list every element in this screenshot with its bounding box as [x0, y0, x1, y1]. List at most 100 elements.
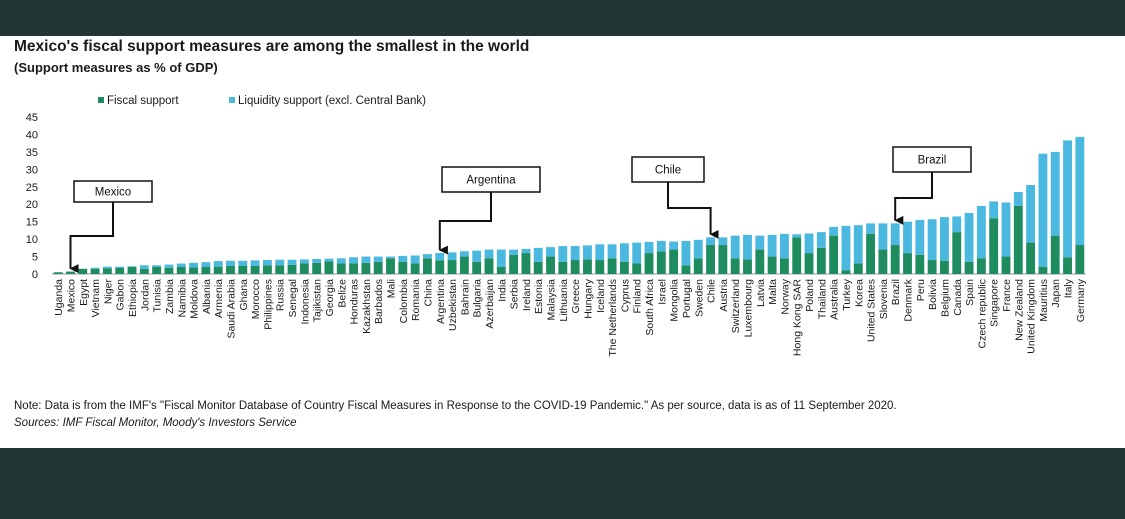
- bar-fiscal-support: [1063, 257, 1072, 274]
- bar-fiscal-support: [656, 251, 666, 274]
- callout-label: Brazil: [918, 155, 947, 167]
- bar-fiscal-support: [472, 261, 482, 274]
- callout-argentina: Argentina: [438, 166, 541, 255]
- bar-fiscal-support: [336, 263, 346, 274]
- bar-fiscal-support: [915, 254, 925, 274]
- bar-fiscal-support: [78, 268, 88, 274]
- bar-liquidity-support: [779, 233, 789, 259]
- bar-liquidity-support: [1038, 153, 1048, 268]
- x-tick-label: Uzbekistan: [447, 279, 459, 331]
- bar-liquidity-support: [201, 262, 211, 268]
- x-tick-label: Iceland: [595, 279, 607, 313]
- bar-liquidity-support: [164, 264, 174, 268]
- bar-fiscal-support: [841, 270, 851, 274]
- callout-label: Chile: [655, 165, 681, 177]
- bar-fiscal-support: [496, 267, 506, 274]
- bar-liquidity-support: [730, 235, 740, 259]
- x-tick-label: Israel: [656, 279, 668, 305]
- bar-fiscal-support: [299, 263, 309, 274]
- x-tick-label: Poland: [804, 279, 816, 312]
- bar-fiscal-support: [213, 266, 223, 274]
- bar-liquidity-support: [669, 241, 679, 250]
- bar-liquidity-support: [1050, 151, 1060, 236]
- x-tick-label: Morocco: [250, 279, 262, 319]
- bar-liquidity-support: [349, 257, 359, 264]
- bar-liquidity-support: [903, 221, 912, 254]
- bar-fiscal-support: [386, 258, 395, 274]
- bar-liquidity-support: [459, 251, 469, 257]
- bar-fiscal-support: [644, 253, 654, 274]
- bar-fiscal-support: [459, 256, 469, 274]
- bar-fiscal-support: [779, 258, 789, 274]
- bar-liquidity-support: [336, 258, 346, 264]
- x-tick-label: Germany: [1075, 278, 1087, 322]
- bar-fiscal-support: [66, 271, 75, 274]
- bar-liquidity-support: [570, 246, 580, 261]
- bar-liquidity-support: [213, 261, 223, 267]
- x-tick-label: Canada: [952, 279, 964, 316]
- bar-fiscal-support: [435, 260, 445, 274]
- bar-liquidity-support: [386, 256, 395, 259]
- bar-liquidity-support: [841, 225, 851, 271]
- x-tick-label: Serbia: [509, 279, 521, 310]
- bar-liquidity-support: [1075, 136, 1085, 246]
- bar-liquidity-support: [816, 232, 826, 248]
- chart-legend: Fiscal support Liquidity support (excl. …: [98, 95, 426, 107]
- x-tick-label: Spain: [964, 279, 976, 306]
- bar-liquidity-support: [238, 260, 248, 266]
- bar-liquidity-support: [743, 234, 752, 260]
- x-tick-label: Norway: [779, 278, 791, 314]
- bar-liquidity-support: [546, 247, 555, 257]
- x-tick-label: Turkey: [841, 278, 853, 310]
- bar-fiscal-support: [829, 235, 839, 274]
- y-tick-label: 10: [26, 234, 38, 246]
- x-tick-label: Russia: [275, 279, 287, 311]
- x-tick-label: Switzerland: [730, 279, 742, 333]
- bar-liquidity-support: [176, 263, 186, 268]
- x-tick-label: Bahrain: [459, 279, 471, 315]
- x-tick-label: Colombia: [398, 279, 410, 324]
- bar-liquidity-support: [915, 219, 925, 255]
- y-tick-label: 35: [26, 147, 38, 159]
- bar-liquidity-support: [829, 226, 839, 236]
- bar-fiscal-support: [373, 261, 383, 274]
- bar-fiscal-support: [349, 263, 359, 274]
- bar-liquidity-support: [952, 216, 962, 233]
- x-tick-label: Philippines: [262, 279, 274, 330]
- chart-sources: Sources: IMF Fiscal Monitor, Moody's Inv…: [14, 417, 297, 429]
- bar-fiscal-support: [718, 245, 728, 274]
- bar-fiscal-support: [226, 265, 235, 274]
- bar-fiscal-support: [164, 267, 174, 274]
- x-tick-label: Mongolia: [669, 279, 681, 322]
- bar-fiscal-support: [533, 261, 543, 274]
- x-tick-label: South Africa: [644, 279, 656, 336]
- bar-liquidity-support: [804, 233, 814, 254]
- x-tick-label: Estonia: [533, 279, 545, 314]
- bar-liquidity-support: [619, 243, 629, 262]
- bar-liquidity-support: [853, 225, 863, 264]
- x-tick-label: Georgia: [324, 279, 336, 317]
- y-tick-label: 15: [26, 217, 38, 229]
- y-tick-label: 30: [26, 164, 38, 176]
- x-tick-label: Portugal: [681, 279, 693, 318]
- bar-fiscal-support: [853, 263, 863, 274]
- bar-fiscal-support: [989, 218, 999, 274]
- bar-fiscal-support: [927, 260, 937, 274]
- bar-liquidity-support: [595, 244, 605, 261]
- bar-liquidity-support: [1026, 185, 1036, 243]
- bar-fiscal-support: [312, 262, 322, 274]
- bar-fiscal-support: [816, 247, 826, 274]
- bar-liquidity-support: [767, 234, 777, 257]
- bar-liquidity-support: [496, 249, 506, 268]
- bar-fiscal-support: [546, 256, 555, 274]
- bar-liquidity-support: [607, 244, 617, 259]
- x-tick-label: Hong Kong SAR: [792, 279, 804, 356]
- bar-liquidity-support: [583, 245, 592, 260]
- x-tick-label: Sweden: [693, 279, 705, 317]
- bar-fiscal-support: [201, 267, 211, 274]
- x-tick-label: Malaysia: [546, 279, 558, 321]
- x-tick-label: France: [1001, 279, 1013, 312]
- x-tick-label: Niger: [102, 278, 114, 304]
- x-tick-label: Mexico: [65, 279, 77, 312]
- legend-label-liquidity: Liquidity support (excl. Central Bank): [238, 95, 426, 107]
